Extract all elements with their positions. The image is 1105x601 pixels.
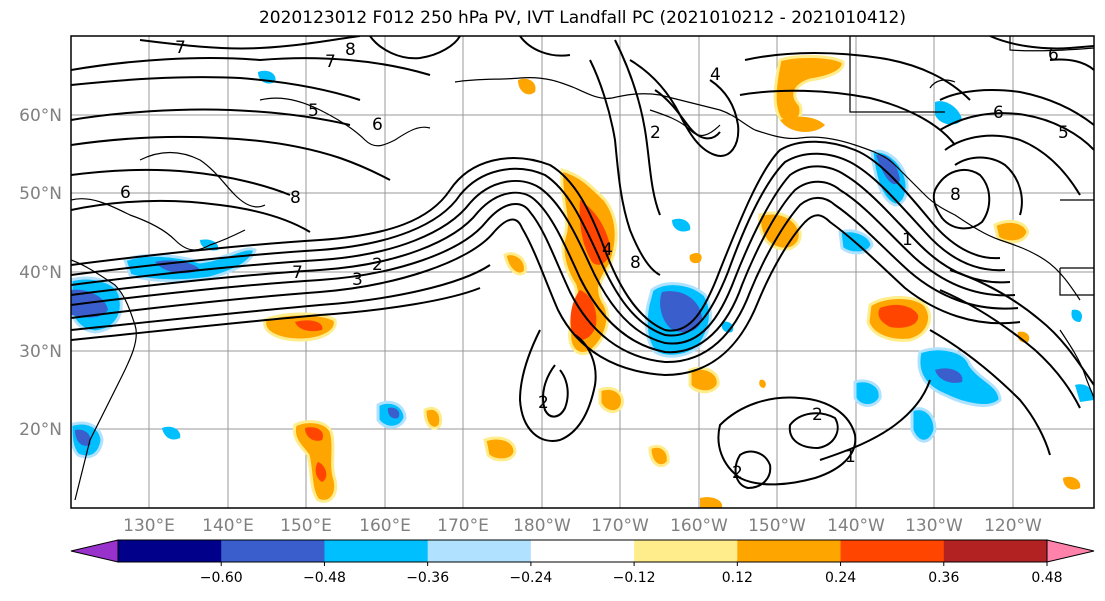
contour-label: 3 bbox=[352, 270, 363, 290]
longitude-tick-label: 140°E bbox=[202, 516, 254, 536]
colorbar-swatch bbox=[118, 540, 222, 562]
contour-lines bbox=[71, 36, 1094, 490]
contour-label: 2 bbox=[372, 255, 383, 275]
colorbar-swatch bbox=[737, 540, 842, 562]
colorbar-tick-label: −0.12 bbox=[613, 570, 656, 586]
contour-label: 4 bbox=[602, 240, 613, 260]
colorbar-extend-max bbox=[1046, 539, 1095, 563]
longitude-tick-label: 140°W bbox=[827, 516, 885, 536]
colorbar-extend-min bbox=[70, 539, 119, 563]
latitude-tick-label: 50°N bbox=[19, 184, 62, 204]
contour-label: 2 bbox=[538, 393, 549, 413]
colorbar-tick-label: −0.48 bbox=[303, 570, 346, 586]
longitude-tick-label: 160°W bbox=[670, 516, 728, 536]
map-title: 2020123012 F012 250 hPa PV, IVT Landfall… bbox=[258, 8, 906, 28]
colorbar-tick-label: −0.60 bbox=[200, 570, 243, 586]
contour-label: 4 bbox=[710, 65, 721, 85]
contour-label: 6 bbox=[1048, 45, 1059, 65]
colorbar: −0.60 −0.48 −0.36 −0.24 −0.12 0.12 0.24 0.36 0.4… bbox=[70, 539, 1095, 586]
longitude-tick-label: 160°E bbox=[359, 516, 411, 536]
latitude-tick-label: 40°N bbox=[19, 263, 62, 283]
longitude-tick-label: 150°W bbox=[748, 516, 806, 536]
colorbar-tick-label: −0.24 bbox=[509, 570, 552, 586]
contour-label: 5 bbox=[308, 101, 319, 121]
colorbar-swatch bbox=[634, 540, 738, 562]
longitude-tick-label: 120°W bbox=[984, 516, 1042, 536]
colorbar-tick-label: 0.48 bbox=[1031, 570, 1062, 586]
longitude-labels: 130°E 140°E 150°E 160°E 170°E 180°W 170°W 160°W… bbox=[123, 516, 1042, 536]
latitude-tick-label: 60°N bbox=[19, 106, 62, 126]
contour-label-group: 7 8 7 5 6 6 8 7 4 2 3 8 2 4 2 6 5 6 8 1 … bbox=[120, 38, 1069, 483]
latitude-tick-label: 30°N bbox=[19, 342, 62, 362]
contour-label: 2 bbox=[650, 123, 661, 143]
colorbar-tick-label: 0.36 bbox=[928, 570, 959, 586]
contour-label: 1 bbox=[845, 447, 856, 467]
pc-shading-negative bbox=[71, 70, 1094, 459]
latitude-labels: 60°N 50°N 40°N 30°N 20°N bbox=[19, 106, 62, 440]
longitude-tick-label: 130°E bbox=[123, 516, 175, 536]
colorbar-swatch bbox=[324, 540, 429, 562]
colorbar-swatch bbox=[840, 540, 945, 562]
contour-label: 8 bbox=[290, 188, 301, 208]
contour-label: 1 bbox=[902, 230, 913, 250]
coastlines bbox=[71, 36, 1094, 501]
colorbar-tick-label: 0.24 bbox=[825, 570, 856, 586]
longitude-tick-label: 170°W bbox=[591, 516, 649, 536]
colorbar-swatch bbox=[943, 540, 1048, 562]
contour-label: 6 bbox=[120, 183, 131, 203]
contour-label: 5 bbox=[1058, 123, 1069, 143]
latitude-tick-label: 20°N bbox=[19, 420, 62, 440]
contour-label: 8 bbox=[950, 185, 961, 205]
contour-label: 2 bbox=[732, 463, 743, 483]
contour-label: 7 bbox=[292, 263, 303, 283]
colorbar-outline bbox=[117, 539, 1048, 563]
contour-label: 8 bbox=[630, 253, 641, 273]
colorbar-swatch bbox=[221, 540, 325, 562]
contour-label: 6 bbox=[372, 115, 383, 135]
colorbar-tick-label: −0.36 bbox=[406, 570, 449, 586]
longitude-tick-label: 130°W bbox=[905, 516, 963, 536]
longitude-tick-label: 170°E bbox=[437, 516, 489, 536]
colorbar-swatch bbox=[530, 540, 635, 562]
longitude-tick-label: 150°E bbox=[280, 516, 332, 536]
contour-label: 7 bbox=[175, 38, 186, 58]
map-content: 7 8 7 5 6 6 8 7 4 2 3 8 2 4 2 6 5 6 8 1 … bbox=[71, 36, 1094, 508]
longitude-tick-label: 180°W bbox=[513, 516, 571, 536]
colorbar-tick-label: 0.12 bbox=[722, 570, 753, 586]
map-frame bbox=[70, 35, 1095, 509]
contour-label: 6 bbox=[993, 103, 1004, 123]
contour-label: 8 bbox=[345, 40, 356, 60]
contour-label: 7 bbox=[325, 52, 336, 72]
colorbar-swatch bbox=[427, 540, 532, 562]
contour-label: 2 bbox=[812, 405, 823, 425]
